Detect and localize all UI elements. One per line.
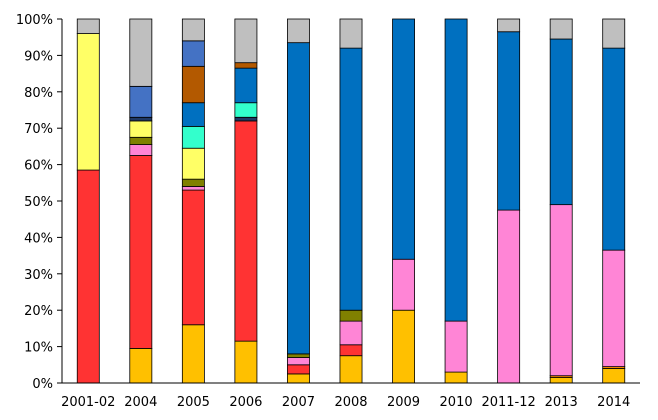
bar-segment [76, 169, 100, 384]
x-tick-label: 2001-02 [61, 395, 115, 410]
y-tick-label: 100% [16, 13, 53, 28]
y-tick-label: 70% [24, 122, 53, 137]
bar-segment [129, 144, 153, 156]
bar-segment [287, 42, 310, 355]
bar-stack [392, 18, 415, 384]
bar-segment [287, 353, 310, 358]
bar-stack [234, 18, 258, 384]
x-tick-label: 2008 [334, 395, 367, 410]
y-tick-label: 80% [24, 86, 53, 101]
bar-segment [129, 136, 153, 145]
bar-segment [497, 18, 521, 33]
y-tick-label: 0% [32, 377, 53, 392]
y-tick-label: 30% [24, 268, 53, 283]
bar-stack [602, 18, 626, 384]
bar-segment [444, 18, 468, 322]
bar-segment [234, 18, 258, 64]
bar-stack [76, 18, 100, 384]
y-axis: 0% 10% 20% 30% 40% 50% 60% 70% 80% 90% 100% [16, 13, 63, 392]
bar-segment [76, 18, 100, 34]
bar-stack [181, 18, 205, 384]
bar-segment [392, 18, 415, 260]
bar-segment [287, 373, 310, 384]
y-tick-label: 90% [24, 49, 53, 64]
bar-segment [181, 186, 205, 191]
y-tick-label: 20% [24, 304, 53, 319]
x-tick-label: 2005 [177, 395, 210, 410]
bar-stack [549, 18, 573, 384]
bar-stack [444, 18, 468, 384]
x-axis: 2001-02 2004 2005 2006 2007 2008 2009 2010 2011-… [61, 382, 640, 410]
bar-segment [339, 18, 363, 49]
x-tick-label: 2010 [440, 395, 473, 410]
bar-segment [181, 147, 205, 180]
bar-segment [444, 320, 468, 373]
bar-segment [287, 364, 310, 375]
bar-segment [181, 65, 205, 104]
bar-stack [339, 18, 363, 384]
bar-segment [339, 344, 363, 357]
bar-segment [181, 324, 205, 384]
x-tick-label: 2014 [597, 395, 630, 410]
x-tick-label: 2011-12 [481, 395, 535, 410]
bar-segment [129, 348, 153, 384]
bar-stack [287, 18, 310, 384]
bar-segment [181, 18, 205, 42]
bar-stack [129, 18, 153, 384]
bar-segment [444, 371, 468, 384]
bar-segment [549, 204, 573, 377]
bar-segment [339, 309, 363, 322]
bar-stack [497, 18, 521, 384]
bar-segment [129, 18, 153, 87]
bar-segment [602, 249, 626, 368]
bar-segment [181, 40, 205, 67]
x-tick-label: 2013 [545, 395, 578, 410]
bar-segment [181, 178, 205, 187]
y-tick-label: 40% [24, 231, 53, 246]
x-tick-label: 2006 [229, 395, 262, 410]
x-tick-label: 2007 [282, 395, 315, 410]
bar-segment [287, 18, 310, 44]
bar-segment [234, 116, 258, 122]
bar-segment [339, 47, 363, 311]
bar-segment [549, 18, 573, 40]
bar-segment [392, 309, 415, 384]
y-tick-label: 50% [24, 195, 53, 210]
bar-segment [339, 355, 363, 384]
bar-segment [234, 67, 258, 104]
bar-segment [181, 125, 205, 149]
bar-segment [602, 18, 626, 49]
bar-segment [76, 33, 100, 171]
bar-segment [234, 62, 258, 69]
bar-segment [339, 320, 363, 346]
bar-segment [234, 340, 258, 384]
bar-segment [129, 155, 153, 349]
bar-segment [234, 102, 258, 118]
bar-segment [392, 258, 415, 311]
y-tick-label: 10% [24, 341, 53, 356]
bar-segment [497, 31, 521, 211]
bar-segment [129, 116, 153, 122]
bar-segment [287, 357, 310, 366]
x-tick-label: 2004 [124, 395, 157, 410]
x-tick-label: 2009 [387, 395, 420, 410]
bar-segment [497, 209, 521, 384]
bar-segment [602, 47, 626, 251]
bar-segment [181, 189, 205, 326]
bar-segment [602, 368, 626, 384]
bar-segment [181, 102, 205, 127]
bar-segment [549, 38, 573, 206]
bar-segment [129, 85, 153, 118]
bar-segment [549, 377, 573, 384]
bar-segment [129, 120, 153, 138]
bar-segment [234, 120, 258, 342]
plot-area [76, 18, 626, 384]
y-tick-label: 60% [24, 159, 53, 174]
